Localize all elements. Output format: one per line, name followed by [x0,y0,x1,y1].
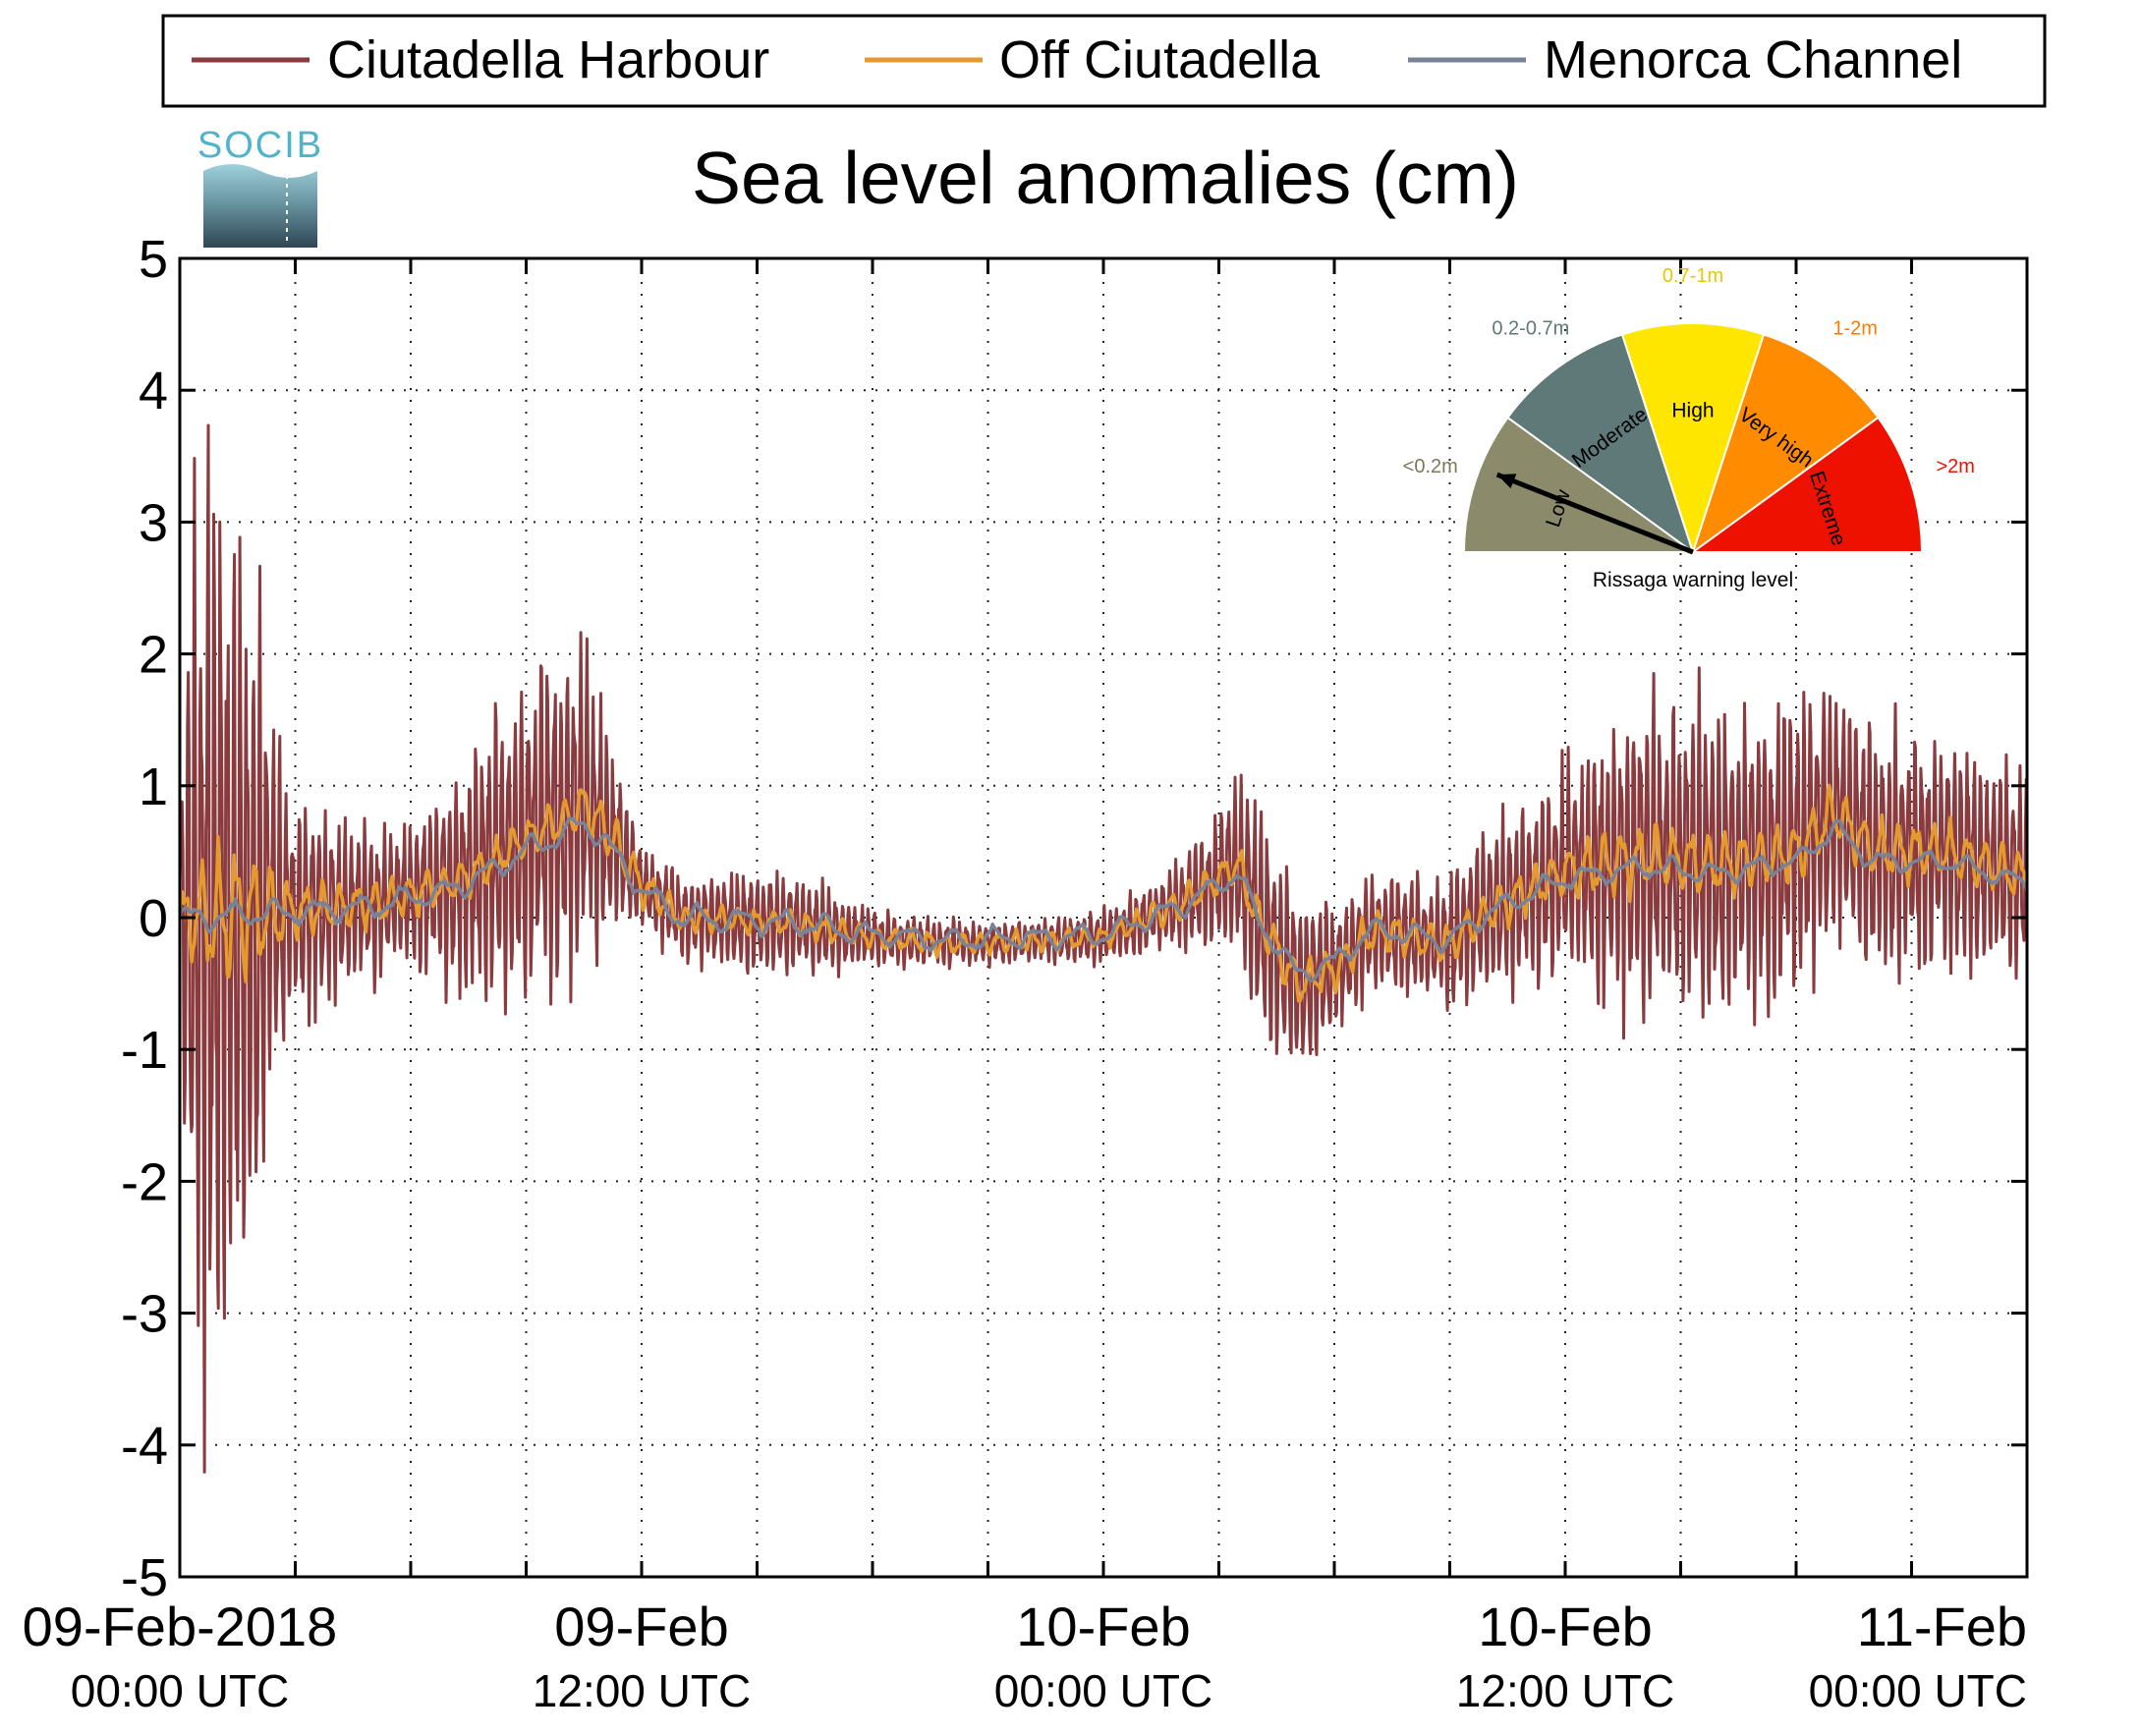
x-axis: 09-Feb-2018 00:00 UTC 09-Feb 12:00 UTC 10-Fe… [23,258,2029,1716]
gauge-caption: Rissaga warning level [1593,569,1793,591]
y-tick-label: -2 [121,1152,168,1211]
y-tick-label: 1 [139,757,168,816]
gauge-sector-low [1462,416,1697,553]
gauge-needle [1495,472,1694,555]
y-tick-label: -5 [121,1548,168,1607]
y-tick-label: -4 [121,1417,168,1476]
gauge-range-label: 0.7-1m [1662,265,1723,287]
x-tick-date: 10-Feb [1016,1596,1190,1657]
gauge-sector-high [1620,321,1766,556]
series-layer [178,423,2029,1474]
series-line-off-ciutadella [178,783,2029,1003]
gauge-sector-very-high [1691,333,1880,555]
gauge-needle-head [1496,474,1517,489]
legend-label-ciutadella-harbour: Ciutadella Harbour [327,30,769,89]
gauge-sector-extreme [1689,416,1924,553]
x-tick-time: 00:00 UTC [994,1665,1212,1716]
x-tick-date: 10-Feb [1478,1596,1652,1657]
gauge-range-label: 0.2-0.7m [1492,318,1569,340]
gauge-range-label: 1-2m [1832,318,1878,340]
x-tick-time: 00:00 UTC [71,1665,289,1716]
legend-label-off-ciutadella: Off Ciutadella [999,30,1321,89]
gauge-range-label: <0.2m [1403,456,1458,477]
x-tick-time: 12:00 UTC [1456,1665,1674,1716]
legend-box [161,14,2047,108]
chart-title: Sea level anomalies (cm) [692,137,1519,219]
x-tick-date: 11-Feb [1857,1596,2027,1657]
x-tick-date: 09-Feb [554,1596,728,1657]
gauge-range-label: >2m [1937,456,1975,477]
series-line-menorca-channel [178,816,2029,983]
y-axis: 5 4 3 2 1 0 -1 -2 -3 -4 -5 [121,230,2027,1607]
x-tick-time: 12:00 UTC [533,1665,751,1716]
legend-label-menorca-channel: Menorca Channel [1544,30,1962,89]
y-tick-label: -3 [121,1285,168,1344]
logo-text: SOCIB [197,125,323,166]
y-tick-label: -1 [121,1021,168,1080]
y-tick-label: 5 [139,230,168,289]
y-tick-label: 4 [139,362,168,420]
x-tick-date: 09-Feb-2018 [23,1596,338,1657]
y-tick-label: 3 [139,493,168,552]
x-tick-time: 00:00 UTC [1809,1665,2027,1716]
logo-wave [203,164,317,248]
legend: Ciutadella Harbour Off Ciutadella Menorc… [161,14,2047,108]
y-tick-label: 2 [139,626,168,685]
gauge-sector-label: High [1671,400,1714,422]
series-line-ciutadella-harbour [178,423,2029,1474]
socib-logo: SOCIB [197,125,323,248]
y-tick-label: 0 [139,889,168,948]
gauge-sector-moderate [1506,333,1695,555]
